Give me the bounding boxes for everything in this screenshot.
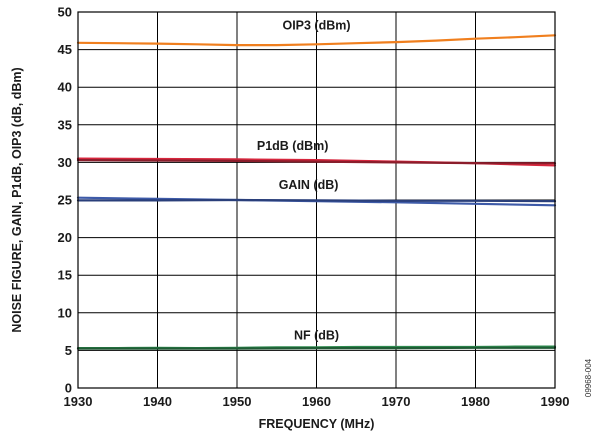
- y-tick-label: 10: [58, 305, 72, 320]
- y-tick-label: 50: [58, 5, 72, 20]
- x-tick-label: 1990: [541, 394, 570, 409]
- figure-id: 09968-004: [584, 358, 593, 397]
- y-axis-title: NOISE FIGURE, GAIN, P1dB, OIP3 (dB, dBm): [10, 67, 24, 332]
- series-lines: [76, 34, 557, 350]
- y-tick-label: 35: [58, 117, 72, 132]
- x-axis-title: FREQUENCY (MHz): [259, 417, 375, 431]
- x-tick-label: 1940: [143, 394, 172, 409]
- series-label-p1db-dbm: P1dB (dBm): [257, 139, 329, 153]
- series-label-oip3-dbm: OIP3 (dBm): [282, 19, 350, 33]
- series-label-gain-db: GAIN (dB): [279, 178, 339, 192]
- series-labels: OIP3 (dBm) P1dB (dBm) GAIN (dB) NF (dB): [257, 19, 351, 343]
- x-tick-label: 1960: [302, 394, 331, 409]
- y-tick-label: 20: [58, 230, 72, 245]
- series-line-gain-db-upper-trace: [76, 198, 557, 203]
- plot-frame: [77, 11, 556, 389]
- y-tick-labels: 0 5 10 15 20 25 30 35 40 45 50: [58, 5, 72, 396]
- x-tick-labels: 1930 1940 1950 1960 1970 1980 1990: [64, 394, 570, 409]
- y-tick-label: 0: [65, 381, 72, 396]
- series-line-p1db-dbm-lower-trace: [76, 159, 557, 165]
- y-tick-label: 30: [58, 155, 72, 170]
- series-label-nf-db: NF (dB): [294, 328, 339, 342]
- series-line-nf-db-lower-trace: [76, 346, 557, 350]
- y-tick-label: 40: [58, 80, 72, 95]
- series-line-oip3-dbm: [76, 34, 557, 47]
- y-tick-label: 15: [58, 268, 72, 283]
- x-tick-label: 1930: [64, 394, 93, 409]
- y-tick-label: 25: [58, 193, 72, 208]
- y-tick-label: 5: [65, 343, 72, 358]
- x-tick-label: 1950: [223, 394, 252, 409]
- x-tick-label: 1970: [382, 394, 411, 409]
- x-tick-label: 1980: [461, 394, 490, 409]
- y-tick-label: 45: [58, 42, 72, 57]
